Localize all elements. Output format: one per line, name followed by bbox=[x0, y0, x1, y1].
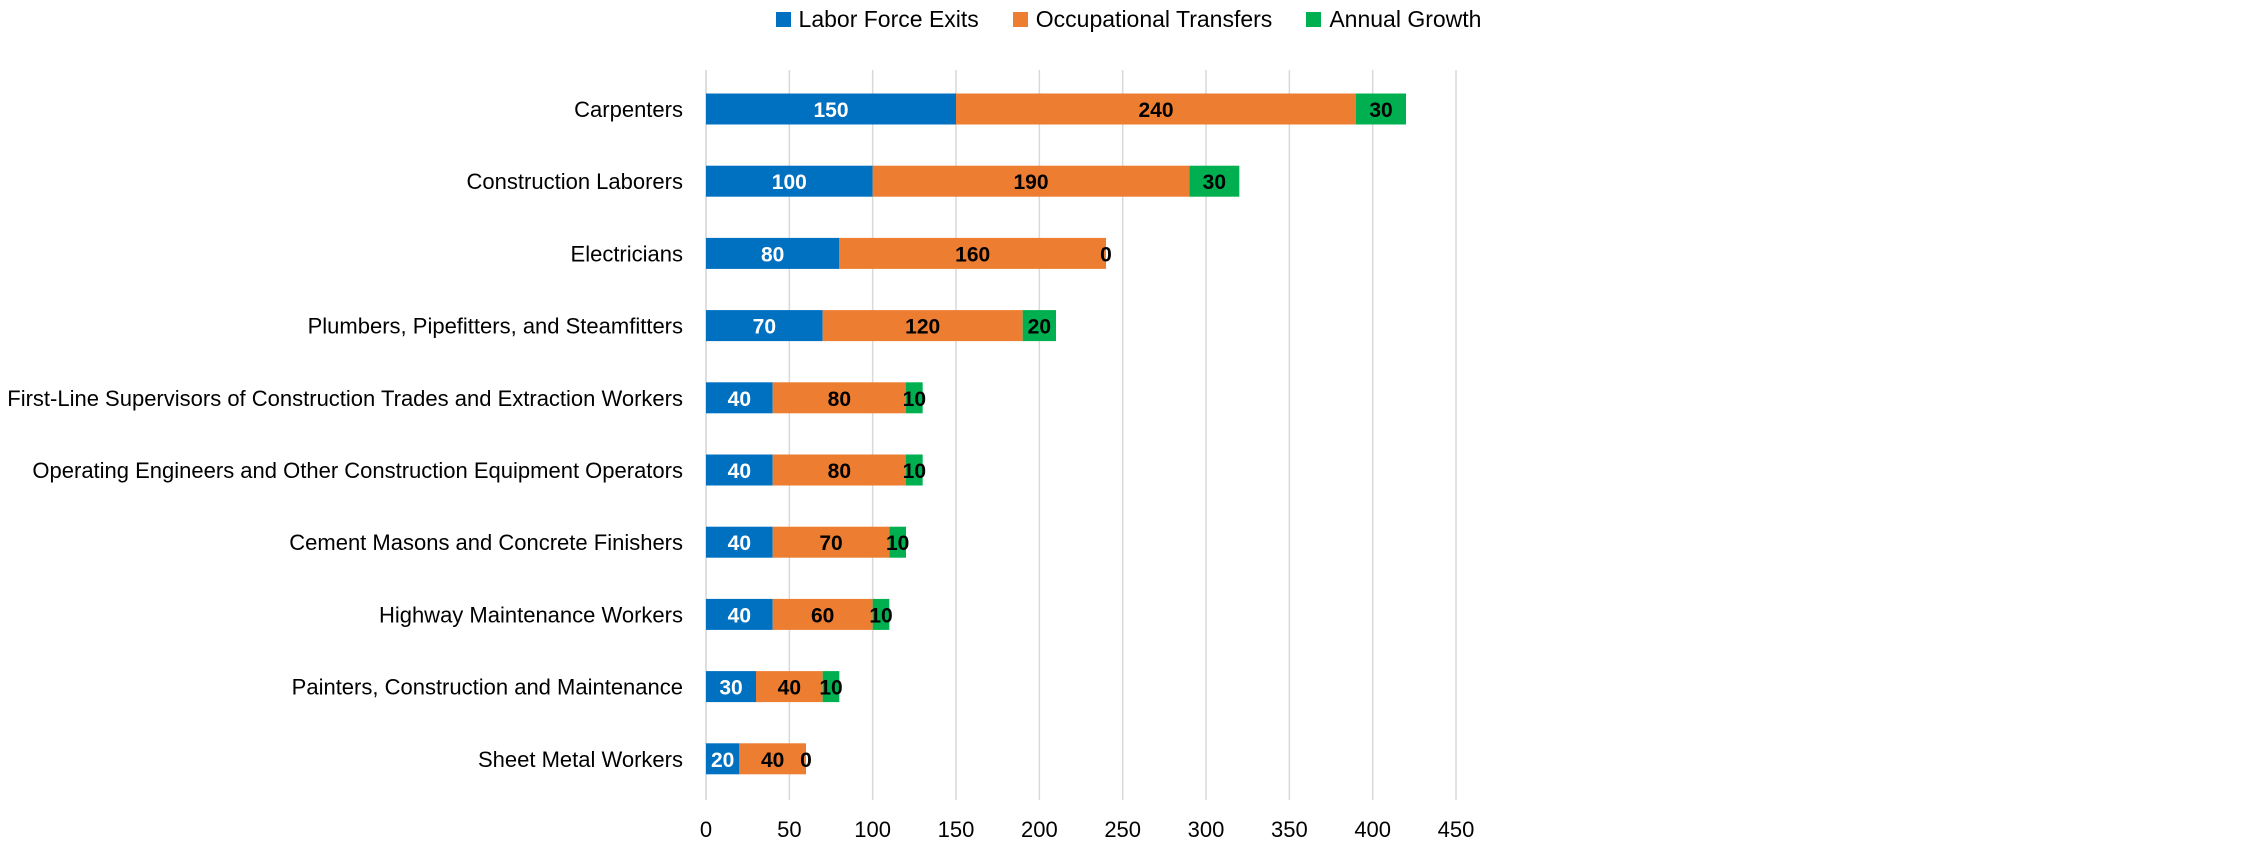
x-tick-label: 300 bbox=[1188, 817, 1225, 842]
category-label-sheet-metal-workers: Sheet Metal Workers bbox=[478, 747, 683, 772]
data-label-occupational-transfers-operating-engineers-and-other-construction-equipment-operators: 80 bbox=[828, 460, 851, 483]
bar-annual-growth-construction-laborers bbox=[1189, 165, 1240, 197]
bar-occupational-transfers-plumbers-pipefitters-and-steamfitters bbox=[822, 310, 1023, 342]
x-tick-label: 150 bbox=[938, 817, 975, 842]
data-label-annual-growth-carpenters: 30 bbox=[1369, 99, 1392, 122]
category-label-first-line-supervisors-of-construction-trades-and-extraction-workers: First-Line Supervisors of Construction T… bbox=[7, 386, 683, 411]
legend-label-labor-force-exits: Labor Force Exits bbox=[798, 6, 979, 32]
bar-occupational-transfers-construction-laborers bbox=[872, 165, 1190, 197]
legend: Labor Force Exits Occupational Transfers… bbox=[0, 6, 2257, 33]
data-label-annual-growth-painters-construction-and-maintenance: 10 bbox=[819, 677, 842, 700]
category-label-cement-masons-and-concrete-finishers: Cement Masons and Concrete Finishers bbox=[289, 530, 683, 555]
category-label-construction-laborers: Construction Laborers bbox=[467, 169, 683, 194]
data-label-occupational-transfers-plumbers-pipefitters-and-steamfitters: 120 bbox=[905, 316, 940, 339]
legend-swatch-occupational-transfers bbox=[1012, 12, 1028, 27]
data-label-labor-force-exits-operating-engineers-and-other-construction-equipment-operators: 40 bbox=[728, 460, 751, 483]
bar-labor-force-exits-carpenters bbox=[706, 93, 957, 125]
bar-occupational-transfers-painters-construction-and-maintenance bbox=[756, 671, 823, 703]
data-label-labor-force-exits-first-line-supervisors-of-construction-trades-and-extraction-workers: 40 bbox=[728, 388, 751, 411]
data-label-labor-force-exits-plumbers-pipefitters-and-steamfitters: 70 bbox=[753, 316, 776, 339]
data-label-annual-growth-cement-masons-and-concrete-finishers: 10 bbox=[886, 532, 909, 555]
data-label-labor-force-exits-cement-masons-and-concrete-finishers: 40 bbox=[728, 532, 751, 555]
bar-occupational-transfers-highway-maintenance-workers bbox=[772, 598, 873, 630]
data-label-occupational-transfers-first-line-supervisors-of-construction-trades-and-extraction-workers: 80 bbox=[828, 388, 851, 411]
category-label-operating-engineers-and-other-construction-equipment-operators: Operating Engineers and Other Constructi… bbox=[32, 458, 683, 483]
x-tick-label: 50 bbox=[777, 817, 801, 842]
bar-annual-growth-operating-engineers-and-other-construction-equipment-operators bbox=[906, 454, 923, 486]
x-tick-label: 400 bbox=[1354, 817, 1391, 842]
category-label-carpenters: Carpenters bbox=[574, 97, 683, 122]
legend-label-annual-growth: Annual Growth bbox=[1329, 6, 1482, 32]
bar-labor-force-exits-highway-maintenance-workers bbox=[706, 598, 773, 630]
data-label-annual-growth-plumbers-pipefitters-and-steamfitters: 20 bbox=[1028, 316, 1051, 339]
legend-item-occupational-transfers: Occupational Transfers bbox=[1012, 6, 1273, 33]
data-label-annual-growth-electricians: 0 bbox=[1100, 243, 1112, 266]
data-label-annual-growth-first-line-supervisors-of-construction-trades-and-extraction-workers: 10 bbox=[903, 388, 926, 411]
x-tick-label: 350 bbox=[1271, 817, 1308, 842]
data-label-annual-growth-operating-engineers-and-other-construction-equipment-operators: 10 bbox=[903, 460, 926, 483]
data-label-labor-force-exits-construction-laborers: 100 bbox=[772, 171, 807, 194]
data-label-occupational-transfers-carpenters: 240 bbox=[1138, 99, 1173, 122]
category-label-electricians: Electricians bbox=[571, 241, 683, 266]
bar-annual-growth-first-line-supervisors-of-construction-trades-and-extraction-workers bbox=[906, 382, 923, 414]
bar-occupational-transfers-carpenters bbox=[956, 93, 1357, 125]
bar-occupational-transfers-first-line-supervisors-of-construction-trades-and-extraction-workers bbox=[772, 382, 907, 414]
x-tick-label: 200 bbox=[1021, 817, 1058, 842]
bar-labor-force-exits-cement-masons-and-concrete-finishers bbox=[706, 526, 773, 558]
data-label-annual-growth-highway-maintenance-workers: 10 bbox=[869, 604, 892, 627]
bar-labor-force-exits-construction-laborers bbox=[706, 165, 873, 197]
category-labels: Carpenters Construction Laborers Electrici… bbox=[7, 97, 683, 772]
legend-swatch-annual-growth bbox=[1306, 12, 1322, 27]
bar-occupational-transfers-electricians bbox=[839, 237, 1107, 269]
legend-item-annual-growth: Annual Growth bbox=[1306, 6, 1481, 33]
bar-labor-force-exits-plumbers-pipefitters-and-steamfitters bbox=[706, 310, 823, 342]
legend-item-labor-force-exits: Labor Force Exits bbox=[775, 6, 979, 33]
category-label-plumbers-pipefitters-and-steamfitters: Plumbers, Pipefitters, and Steamfitters bbox=[308, 314, 683, 339]
bar-occupational-transfers-sheet-metal-workers bbox=[739, 743, 807, 775]
x-tick-label: 450 bbox=[1438, 817, 1475, 842]
data-label-occupational-transfers-construction-laborers: 190 bbox=[1013, 171, 1048, 194]
data-label-annual-growth-construction-laborers: 30 bbox=[1203, 171, 1226, 194]
x-tick-label: 0 bbox=[700, 817, 712, 842]
category-label-painters-construction-and-maintenance: Painters, Construction and Maintenance bbox=[292, 675, 683, 700]
data-label-labor-force-exits-highway-maintenance-workers: 40 bbox=[728, 604, 751, 627]
bar-labor-force-exits-operating-engineers-and-other-construction-equipment-operators bbox=[706, 454, 773, 486]
bar-labor-force-exits-painters-construction-and-maintenance bbox=[706, 671, 757, 703]
data-label-labor-force-exits-carpenters: 150 bbox=[813, 99, 848, 122]
data-label-occupational-transfers-sheet-metal-workers: 40 bbox=[761, 749, 784, 772]
bar-annual-growth-carpenters bbox=[1356, 93, 1407, 125]
data-label-labor-force-exits-painters-construction-and-maintenance: 30 bbox=[719, 677, 742, 700]
bar-annual-growth-plumbers-pipefitters-and-steamfitters bbox=[1022, 310, 1057, 342]
bar-occupational-transfers-cement-masons-and-concrete-finishers bbox=[772, 526, 890, 558]
data-label-occupational-transfers-cement-masons-and-concrete-finishers: 70 bbox=[819, 532, 842, 555]
bar-annual-growth-painters-construction-and-maintenance bbox=[822, 671, 840, 703]
bar-annual-growth-cement-masons-and-concrete-finishers bbox=[889, 526, 907, 558]
bar-occupational-transfers-operating-engineers-and-other-construction-equipment-operators bbox=[772, 454, 907, 486]
bar-labor-force-exits-electricians bbox=[706, 237, 840, 269]
data-label-labor-force-exits-sheet-metal-workers: 20 bbox=[711, 749, 734, 772]
legend-label-occupational-transfers: Occupational Transfers bbox=[1035, 6, 1273, 32]
bar-labor-force-exits-first-line-supervisors-of-construction-trades-and-extraction-workers bbox=[706, 382, 773, 414]
legend-swatch-labor-force-exits bbox=[775, 12, 791, 27]
category-label-highway-maintenance-workers: Highway Maintenance Workers bbox=[379, 602, 683, 627]
data-label-labor-force-exits-electricians: 80 bbox=[761, 243, 784, 266]
x-axis-ticks: 0 50 100 150 200 250 300 350 400 450 bbox=[700, 817, 1474, 842]
data-label-occupational-transfers-painters-construction-and-maintenance: 40 bbox=[778, 677, 801, 700]
data-label-occupational-transfers-highway-maintenance-workers: 60 bbox=[811, 604, 834, 627]
bar-labor-force-exits-sheet-metal-workers bbox=[706, 743, 740, 775]
bar-annual-growth-highway-maintenance-workers bbox=[872, 598, 890, 630]
data-label-annual-growth-sheet-metal-workers: 0 bbox=[800, 749, 812, 772]
data-label-occupational-transfers-electricians: 160 bbox=[955, 243, 990, 266]
x-tick-label: 100 bbox=[854, 817, 891, 842]
x-tick-label: 250 bbox=[1104, 817, 1141, 842]
